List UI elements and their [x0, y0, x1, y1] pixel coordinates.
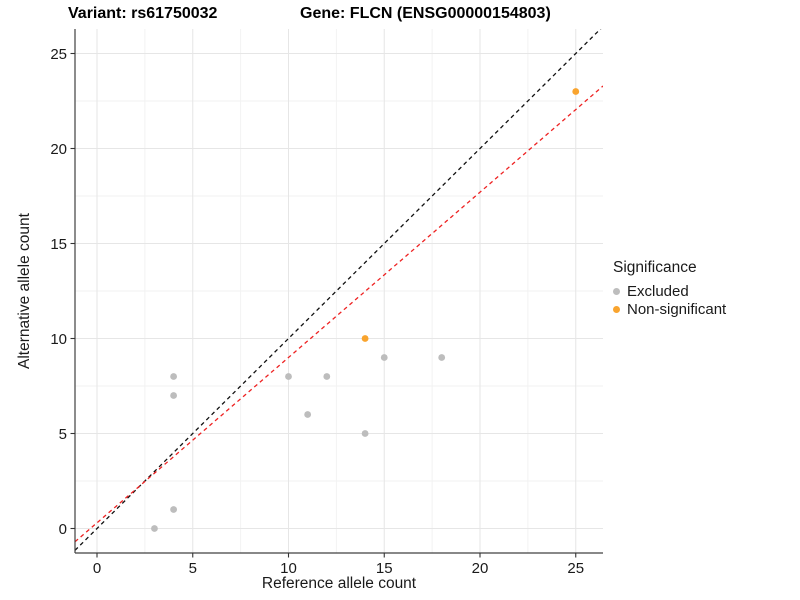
data-point-excluded: [170, 392, 178, 399]
x-tick-label: 10: [280, 560, 297, 577]
data-point-non-significant: [572, 88, 580, 95]
x-tick-label: 0: [93, 560, 101, 577]
reference-lines: [75, 29, 603, 551]
x-tick-label: 25: [567, 560, 584, 577]
data-point-excluded: [361, 430, 369, 437]
data-point-excluded: [323, 373, 331, 380]
data-point-excluded: [380, 354, 388, 361]
y-axis-title: Alternative allele count: [16, 213, 33, 369]
data-point-excluded: [151, 525, 158, 532]
y-tick-label: 5: [59, 426, 67, 443]
x-tick-label: 5: [189, 560, 197, 577]
data-point-non-significant: [361, 335, 369, 342]
legend-item-excluded: Excluded: [613, 282, 726, 300]
y-tick-label: 25: [50, 46, 67, 63]
fitted-line: [75, 85, 603, 543]
plot-title-gene: Gene: FLCN (ENSG00000154803): [300, 5, 551, 22]
x-axis-title: Reference allele count: [261, 575, 417, 592]
y-tick-label: 20: [50, 141, 67, 158]
data-point-excluded: [438, 354, 446, 361]
y-tick-label: 0: [59, 521, 67, 538]
legend-item-non-significant: Non-significant: [613, 300, 726, 318]
plot-title-variant: Variant: rs61750032: [68, 5, 218, 22]
data-point-excluded: [170, 373, 178, 380]
data-point-excluded: [304, 411, 312, 418]
x-tick-label: 15: [376, 560, 393, 577]
legend-title: Significance: [613, 259, 697, 276]
legend-item-label: Non-significant: [627, 300, 727, 318]
legend-item-label: Excluded: [627, 282, 689, 300]
data-point-excluded: [285, 373, 292, 380]
data-point-excluded: [170, 506, 178, 513]
x-tick-label: 20: [472, 560, 489, 577]
non-significant-swatch-icon: [613, 305, 620, 313]
identity-line: [75, 29, 602, 551]
y-tick-label: 15: [50, 236, 67, 253]
excluded-swatch-icon: [613, 287, 620, 295]
y-tick-label: 10: [50, 331, 67, 348]
legend: Significance Excluded Non-significant: [613, 259, 726, 318]
